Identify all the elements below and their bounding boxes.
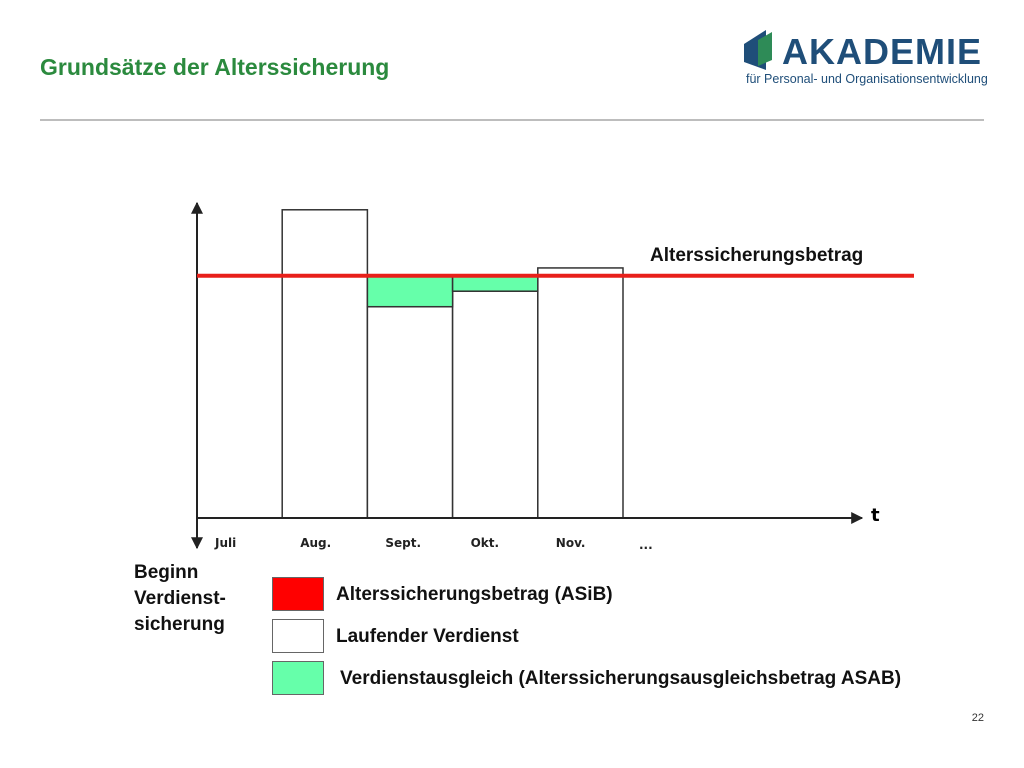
legend-swatch-red <box>272 577 324 611</box>
legend-label: Alterssicherungsbetrag (ASiB) <box>336 584 613 605</box>
x-tick-label: Okt. <box>471 536 499 550</box>
start-of-earnings-protection-label: Beginn Verdienst- sicherung <box>134 560 226 638</box>
x-tick-label: Sept. <box>385 536 421 550</box>
akademie-logo: AKADEMIE für Personal- und Organisations… <box>744 30 988 90</box>
legend-swatch-white <box>272 619 324 653</box>
reference-line-label: Alterssicherungsbetrag <box>650 245 863 266</box>
x-tick-label: Juli <box>214 536 236 550</box>
x-tick-label-ellipsis: ... <box>639 538 653 552</box>
start-label-line-3: sicherung <box>134 614 225 635</box>
logo-subtitle: für Personal- und Organisationsentwicklu… <box>746 72 988 86</box>
logo-wordmark: AKADEMIE <box>782 31 983 72</box>
page-number: 22 <box>971 712 984 724</box>
bar-okt <box>451 290 539 519</box>
title-divider <box>40 119 984 121</box>
legend-label: Verdienstausgleich (Alterssicherungsausg… <box>340 668 902 689</box>
x-tick-label: Nov. <box>556 536 586 550</box>
legend-swatch-green <box>272 661 324 695</box>
slide-title: Grundsätze der Alterssicherung <box>40 54 390 80</box>
bar-nov <box>537 267 624 519</box>
bar-aug <box>281 209 369 519</box>
compensation-okt <box>451 274 539 292</box>
x-axis-label: t <box>871 505 880 526</box>
compensation-sept <box>366 274 454 308</box>
bar-sept <box>366 305 454 519</box>
x-tick-label: Aug. <box>300 536 331 550</box>
akademie-logo-mark-icon <box>744 30 772 70</box>
start-label-line-1: Beginn <box>134 562 199 583</box>
start-label-line-2: Verdienst- <box>134 588 226 609</box>
legend-label: Laufender Verdienst <box>336 626 519 647</box>
